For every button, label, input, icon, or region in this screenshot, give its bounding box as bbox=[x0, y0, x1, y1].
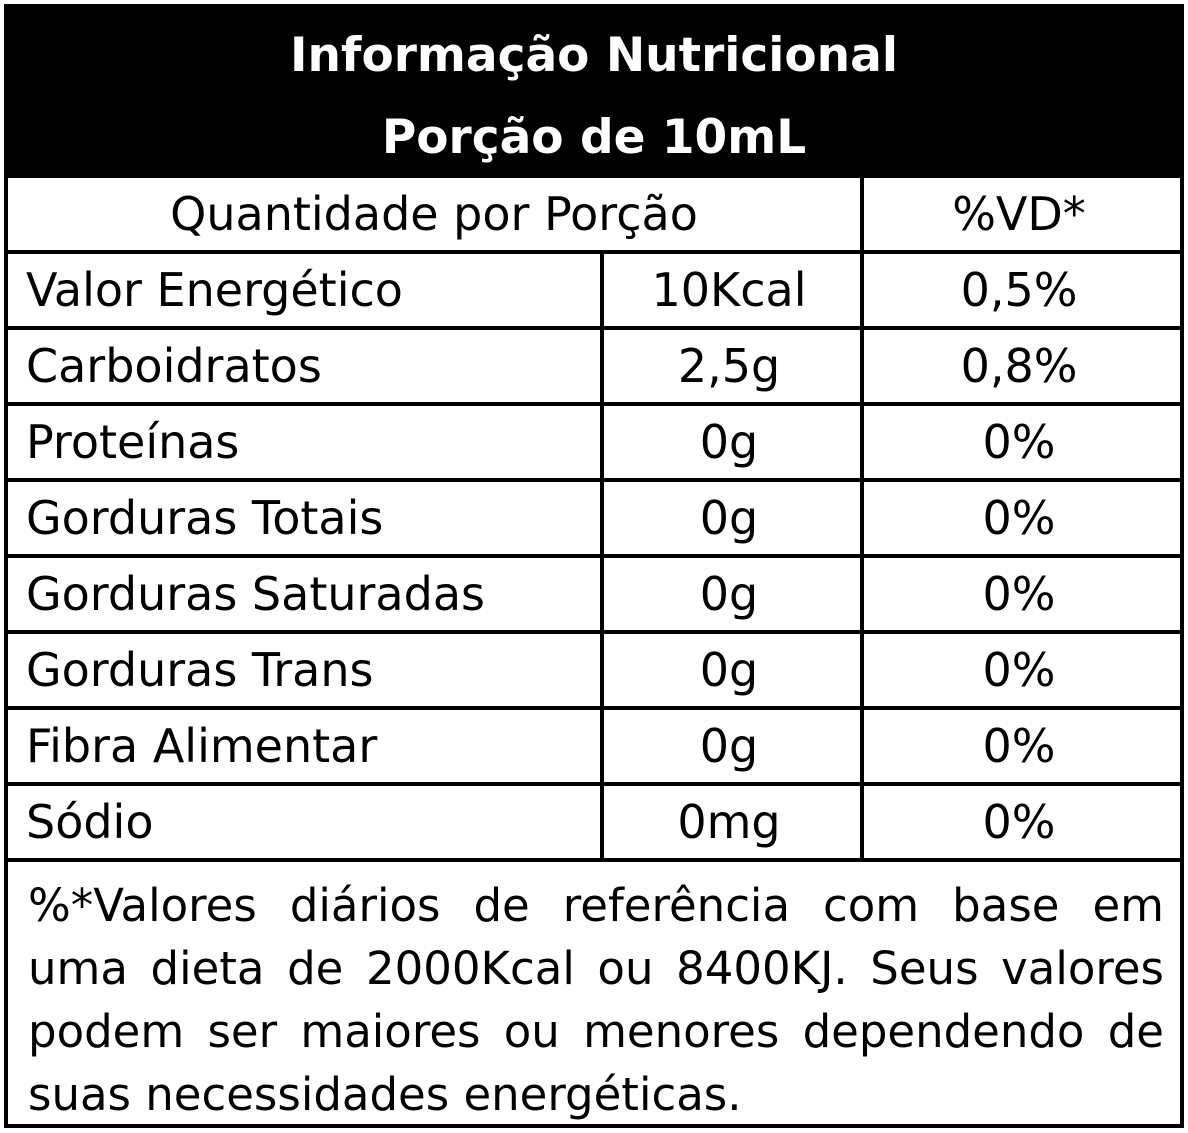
divider bbox=[8, 478, 1180, 482]
column-divider bbox=[860, 174, 864, 862]
divider bbox=[8, 554, 1180, 558]
serving-size: Porção de 10mL bbox=[381, 110, 807, 165]
column-divider bbox=[600, 250, 604, 862]
divider bbox=[8, 250, 1180, 254]
nutrient-name: Valor Energético bbox=[26, 263, 403, 317]
nutrient-name: Sódio bbox=[26, 795, 154, 849]
divider bbox=[8, 858, 1180, 862]
divider bbox=[8, 706, 1180, 710]
label-title: Informação Nutricional bbox=[290, 28, 898, 83]
divider bbox=[8, 630, 1180, 634]
nutrient-vd: 0,8% bbox=[960, 339, 1078, 393]
label-header: Informação Nutricional Porção de 10mL bbox=[8, 8, 1180, 174]
nutrient-amount: 0g bbox=[699, 415, 759, 469]
daily-values-footnote: %*Valores diários de referência com base… bbox=[28, 879, 1164, 1121]
nutrient-amount: 10Kcal bbox=[651, 263, 807, 317]
nutrient-name: Carboidratos bbox=[26, 339, 322, 393]
nutrient-vd: 0% bbox=[982, 567, 1056, 621]
nutrient-amount: 0mg bbox=[677, 795, 781, 849]
nutrient-vd: 0% bbox=[982, 491, 1056, 545]
nutrient-name: Gorduras Totais bbox=[26, 491, 384, 545]
divider bbox=[8, 402, 1180, 406]
nutrient-amount: 0g bbox=[699, 643, 759, 697]
nutrient-name: Fibra Alimentar bbox=[26, 719, 378, 773]
nutrient-vd: 0,5% bbox=[960, 263, 1078, 317]
divider bbox=[8, 174, 1180, 178]
nutrition-facts-label: Informação Nutricional Porção de 10mL Qu… bbox=[4, 4, 1184, 1128]
nutrient-vd: 0% bbox=[982, 795, 1056, 849]
quantity-column-header: Quantidade por Porção bbox=[170, 187, 698, 241]
nutrient-amount: 2,5g bbox=[677, 339, 781, 393]
nutrient-name: Proteínas bbox=[26, 415, 240, 469]
nutrient-name: Gorduras Trans bbox=[26, 643, 374, 697]
nutrient-amount: 0g bbox=[699, 719, 759, 773]
nutrient-amount: 0g bbox=[699, 567, 759, 621]
nutrient-vd: 0% bbox=[982, 415, 1056, 469]
nutrient-vd: 0% bbox=[982, 719, 1056, 773]
nutrient-name: Gorduras Saturadas bbox=[26, 567, 485, 621]
nutrient-amount: 0g bbox=[699, 491, 759, 545]
nutrient-vd: 0% bbox=[982, 643, 1056, 697]
divider bbox=[8, 782, 1180, 786]
vd-column-header: %VD* bbox=[952, 187, 1086, 241]
divider bbox=[8, 326, 1180, 330]
